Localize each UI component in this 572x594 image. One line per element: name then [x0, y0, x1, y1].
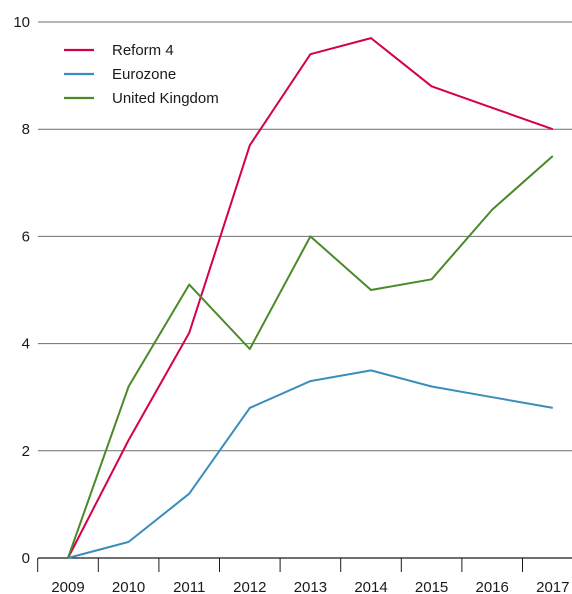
- series-lines: [67, 37, 554, 559]
- x-tick-label: 2016: [476, 579, 509, 594]
- legend-label-eurozone: Eurozone: [112, 66, 176, 83]
- x-tick-label: 2009: [51, 579, 84, 594]
- x-tick-label: 2010: [112, 579, 145, 594]
- x-tick-label: 2013: [294, 579, 327, 594]
- x-axis: 2009 2010 2011 2012 2013 2014 2015 2016 2017: [37, 557, 572, 594]
- series-line-eurozone: [67, 369, 553, 559]
- y-tick-label: 2: [22, 443, 30, 460]
- y-tick-label: 10: [13, 14, 30, 31]
- legend-label-united-kingdom: United Kingdom: [112, 90, 219, 107]
- x-tick-label: 2011: [173, 579, 205, 594]
- x-tick-label: 2017: [536, 579, 569, 594]
- y-tick-label: 0: [22, 550, 30, 567]
- y-axis: 0 2 4 6 8 10: [13, 14, 30, 567]
- legend-label-reform-4: Reform 4: [112, 42, 174, 59]
- series-line-united-kingdom: [67, 155, 554, 559]
- legend: Reform 4 Eurozone United Kingdom: [64, 42, 219, 107]
- x-tick-label: 2012: [233, 579, 266, 594]
- y-tick-label: 8: [22, 121, 30, 138]
- series-line-reform-4: [67, 37, 554, 559]
- y-tick-label: 4: [22, 336, 30, 353]
- y-tick-label: 6: [22, 228, 30, 245]
- x-tick-label: 2014: [354, 579, 387, 594]
- x-tick-label: 2015: [415, 579, 448, 594]
